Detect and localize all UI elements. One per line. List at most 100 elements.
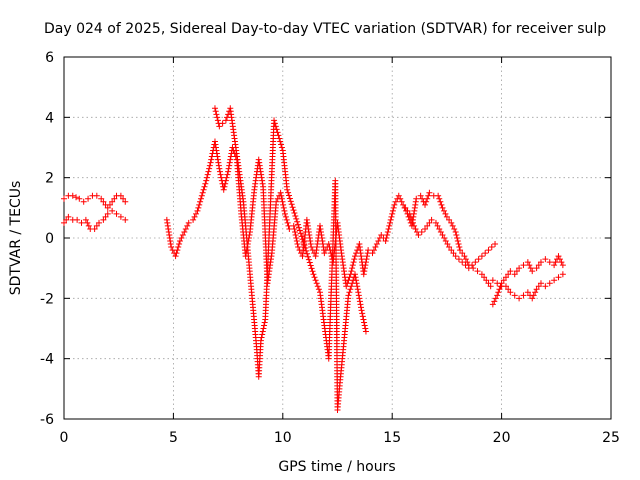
data-point (174, 247, 181, 254)
data-point (349, 265, 356, 272)
data-point (454, 235, 461, 241)
data-point (412, 225, 419, 232)
data-point (74, 216, 81, 223)
data-point (293, 235, 300, 241)
data-point (450, 250, 457, 257)
data-point (287, 198, 294, 205)
data-point (507, 268, 514, 275)
data-point (295, 244, 302, 251)
data-point (390, 204, 397, 211)
data-point (178, 235, 185, 241)
data-point (176, 238, 183, 245)
y-axis-label: SDTVAR / TECUs (8, 181, 24, 296)
data-point (76, 195, 83, 202)
data-point (352, 253, 359, 260)
data-point (214, 114, 221, 121)
data-point (275, 132, 282, 139)
data-point (93, 192, 100, 199)
data-point (386, 222, 393, 229)
data-point (422, 201, 429, 208)
data-point (310, 271, 317, 278)
data-point (375, 238, 382, 245)
data-point (224, 171, 231, 178)
data-point (175, 244, 182, 251)
data-point (259, 331, 266, 338)
data-point (299, 236, 306, 243)
data-point (296, 227, 303, 234)
data-point (428, 216, 435, 223)
data-point (559, 262, 566, 269)
data-point (455, 241, 462, 248)
data-point (196, 201, 203, 208)
data-point (437, 228, 444, 235)
data-point (552, 259, 559, 266)
data-point (452, 253, 459, 260)
data-point (288, 201, 295, 208)
data-point (168, 244, 175, 251)
data-point (478, 271, 485, 278)
data-point (364, 253, 371, 260)
data-point (216, 165, 223, 172)
data-point (400, 201, 407, 208)
data-point (203, 177, 210, 184)
data-point (227, 156, 234, 163)
data-point (273, 126, 280, 133)
data-point (304, 250, 311, 257)
data-point (109, 207, 116, 214)
data-point (191, 213, 198, 220)
data-point (120, 195, 127, 202)
data-point (407, 213, 414, 220)
data-point (182, 225, 189, 232)
data-point (284, 186, 291, 193)
data-point (102, 213, 109, 220)
data-point (485, 280, 492, 287)
x-tick-label: 15 (383, 430, 401, 446)
data-point (272, 123, 279, 130)
data-point (500, 277, 507, 284)
data-point (453, 231, 460, 238)
data-point (527, 265, 534, 272)
data-point (489, 277, 496, 284)
data-point (172, 253, 179, 260)
data-point (117, 192, 124, 199)
data-point (93, 222, 100, 229)
data-point (122, 198, 129, 205)
data-point (437, 198, 444, 205)
data-point (462, 262, 469, 269)
data-point (197, 195, 204, 202)
data-point (104, 204, 111, 211)
data-point (226, 159, 233, 166)
data-point (261, 322, 268, 329)
data-point (348, 268, 355, 275)
data-point (117, 213, 124, 220)
data-point (424, 195, 431, 202)
data-point (494, 292, 501, 299)
data-point (280, 204, 287, 211)
data-point (426, 189, 433, 196)
data-point (347, 286, 354, 293)
data-point (207, 159, 214, 166)
data-point (274, 129, 281, 136)
data-point (352, 271, 359, 278)
data-point (359, 310, 366, 317)
data-point (440, 207, 447, 214)
data-point (294, 218, 301, 225)
data-point (382, 238, 389, 245)
data-point (474, 268, 481, 275)
data-point (507, 289, 514, 296)
data-point (397, 195, 404, 202)
data-point (63, 216, 70, 223)
data-point (395, 192, 402, 199)
y-tick-label: -4 (40, 352, 54, 368)
data-point (348, 283, 355, 290)
data-point (226, 162, 233, 169)
data-point (496, 286, 503, 293)
data-point (352, 274, 359, 281)
data-point (278, 144, 285, 151)
axis-ticks: 0 5 10 15 20 25 -6 -4 -2 0 2 4 6 (40, 50, 620, 446)
data-point (524, 259, 531, 266)
data-point (271, 117, 278, 124)
data-point (271, 120, 278, 127)
data-point (100, 216, 107, 223)
data-point (321, 250, 328, 257)
